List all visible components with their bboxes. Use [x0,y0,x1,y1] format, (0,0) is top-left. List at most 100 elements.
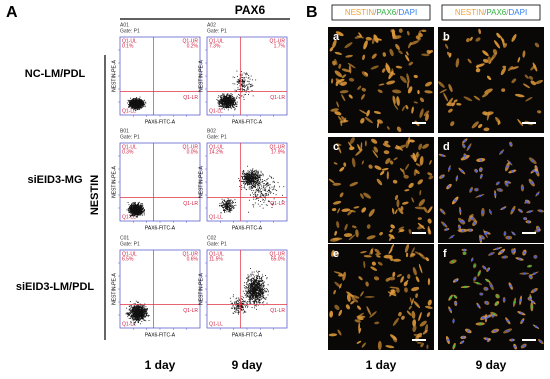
event-dot [260,180,261,181]
marker-x-title: PAX6 [235,3,266,17]
event-dot [261,175,262,176]
event-dot [239,95,240,96]
event-dot [145,306,146,307]
event-dot [253,196,254,197]
event-dot [238,79,239,80]
quadrant-label: Q1-LR [183,201,198,207]
event-dot [129,315,130,316]
event-dot [234,109,235,110]
event-dot [259,185,260,186]
event-dot [234,105,235,106]
event-dot [260,177,261,178]
event-dot [243,291,244,292]
event-dot [140,306,141,307]
event-dot [229,95,230,96]
event-dot [221,206,222,207]
event-dot [138,107,139,108]
event-dot [126,312,127,313]
event-dot [132,319,133,320]
event-dot [258,183,259,184]
event-dot [134,306,135,307]
event-dot [140,208,141,209]
event-dot [140,205,141,206]
event-dot [245,181,246,182]
event-dot [224,101,225,102]
event-dot [228,98,229,99]
event-dot [233,101,234,102]
event-dot [257,171,258,172]
event-dot [132,210,133,211]
event-dot [244,188,245,189]
event-dot [258,186,259,187]
event-dot [243,89,244,90]
event-dot [250,86,251,87]
event-dot [129,209,130,210]
event-dot [264,200,265,201]
event-dot [136,106,137,107]
event-dot [145,316,146,317]
event-dot [255,184,256,185]
event-dot [130,312,131,313]
event-dot [244,85,245,86]
quadrant-value: 17.9% [271,149,286,155]
event-dot [223,203,224,204]
event-dot [229,203,230,204]
event-dot [255,193,256,194]
event-dot [136,305,137,306]
event-dot [269,192,270,193]
event-dot [260,184,261,185]
y-axis-label: NESTIN-PE-A [111,166,117,198]
event-dot [219,106,220,107]
event-dot [138,321,139,322]
event-dot [265,275,266,276]
event-dot [253,194,254,195]
event-dot [236,71,237,72]
event-dot [269,190,270,191]
event-dot [245,73,246,74]
event-dot [235,202,236,203]
event-dot [225,98,226,99]
event-dot [129,306,130,307]
event-dot [224,96,225,97]
event-dot [231,205,232,206]
event-dot [265,184,266,185]
event-dot [252,179,253,180]
event-dot [135,106,136,107]
event-dot [138,214,139,215]
event-dot [239,85,240,86]
event-dot [261,192,262,193]
event-dot [255,179,256,180]
quadrant-value: 0.1% [122,43,134,49]
event-dot [266,183,267,184]
event-dot [242,80,243,81]
event-dot [255,178,256,179]
event-dot [132,205,133,206]
event-dot [135,204,136,205]
event-dot [268,185,269,186]
event-dot [133,203,134,204]
event-dot [126,313,127,314]
event-dot [141,214,142,215]
event-dot [138,311,139,312]
event-dot [265,187,266,188]
event-dot [256,172,257,173]
event-dot [273,181,274,182]
event-dot [138,312,139,313]
event-dot [137,107,138,108]
event-dot [221,203,222,204]
event-dot [233,107,234,108]
event-dot [244,81,245,82]
event-dot [238,89,239,90]
event-dot [248,89,249,90]
event-dot [239,89,240,90]
event-dot [236,106,237,107]
event-dot [135,316,136,317]
event-dot [237,96,238,97]
event-dot [128,104,129,105]
event-dot [145,308,146,309]
event-dot [243,172,244,173]
event-dot [141,309,142,310]
event-dot [142,102,143,103]
event-dot [137,308,138,309]
event-dot [248,81,249,82]
